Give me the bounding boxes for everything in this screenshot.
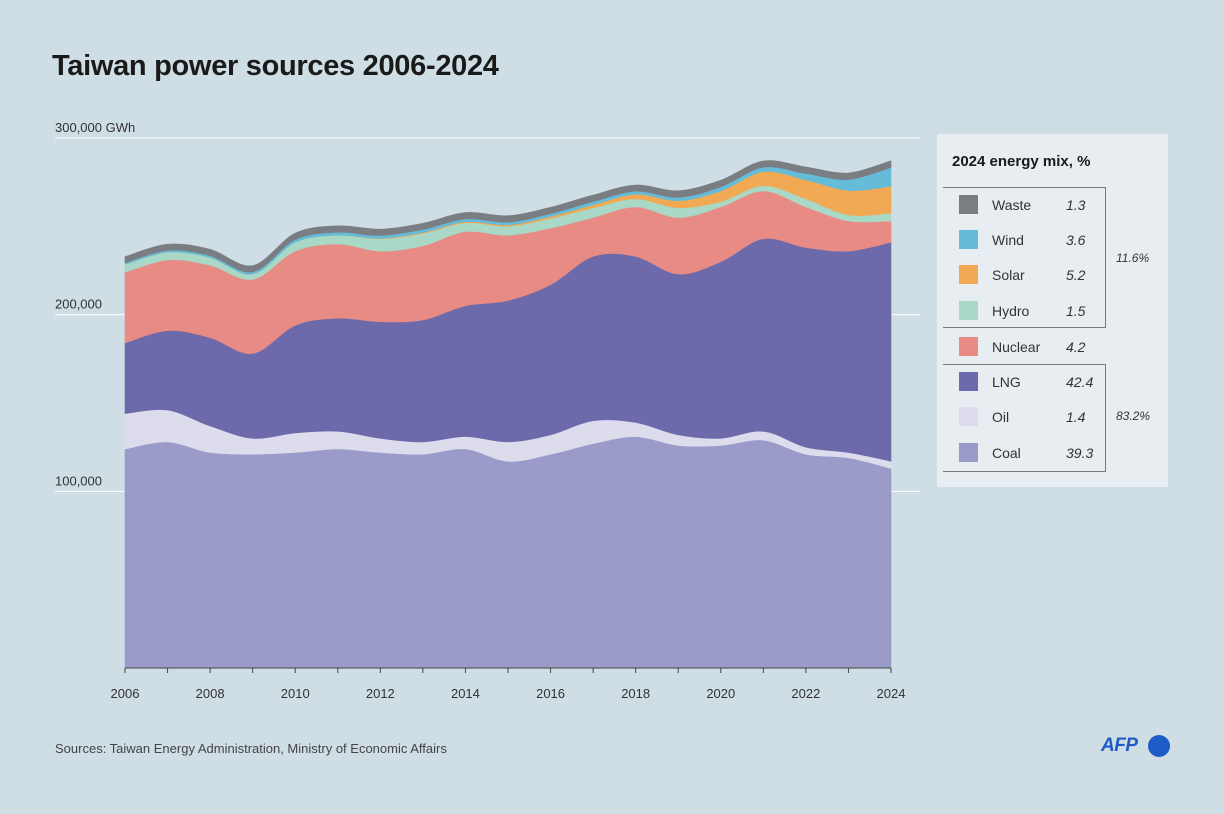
legend-swatch-oil: [959, 407, 978, 426]
legend-name-wind: Wind: [992, 232, 1024, 248]
legend-swatch-wind: [959, 230, 978, 249]
legend-name-nuclear: Nuclear: [992, 339, 1041, 355]
y-tick-label: 200,000: [55, 297, 102, 312]
legend-swatch-nuclear: [959, 337, 978, 356]
legend-name-lng: LNG: [992, 374, 1021, 390]
area-waste: [124, 160, 892, 273]
series-areas: [124, 160, 892, 669]
x-tick-label: 2016: [536, 686, 565, 701]
legend-value-lng: 42.4: [1066, 374, 1094, 390]
legend-swatch-coal: [959, 443, 978, 462]
legend-swatch-hydro: [959, 301, 978, 320]
legend-value-solar: 5.2: [1066, 267, 1086, 283]
x-tick-label: 2008: [196, 686, 225, 701]
legend-name-hydro: Hydro: [992, 303, 1030, 319]
x-tick-label: 2024: [877, 686, 906, 701]
legend-value-waste: 1.3: [1066, 197, 1086, 213]
y-tick-labels: 100,000 200,000 300,000 GWh: [55, 120, 135, 488]
legend-name-solar: Solar: [992, 267, 1025, 283]
legend-swatch-lng: [959, 372, 978, 391]
legend-value-hydro: 1.5: [1066, 303, 1086, 319]
legend-value-oil: 1.4: [1066, 409, 1086, 425]
fossil-bracket: [943, 364, 1106, 472]
fossil-percent: 83.2%: [1116, 409, 1151, 423]
x-tick-label: 2010: [281, 686, 310, 701]
x-tick-label: 2020: [706, 686, 735, 701]
x-tick-label: 2014: [451, 686, 480, 701]
x-tick-label: 2018: [621, 686, 650, 701]
legend-value-coal: 39.3: [1066, 445, 1094, 461]
y-tick-label: 100,000: [55, 473, 102, 488]
legend-value-wind: 3.6: [1066, 232, 1086, 248]
chart-title: Taiwan power sources 2006-2024: [52, 50, 499, 82]
logo-text: AFP: [1101, 735, 1138, 756]
renewables-percent: 11.6%: [1116, 251, 1150, 265]
y-tick-label: 300,000 GWh: [55, 120, 135, 135]
source-note: Sources: Taiwan Energy Administration, M…: [55, 741, 447, 756]
legend-value-nuclear: 4.2: [1066, 339, 1086, 355]
area-coal: [124, 436, 892, 669]
x-tick-label: 2012: [366, 686, 395, 701]
x-tick-label: 2006: [111, 686, 140, 701]
legend-name-oil: Oil: [992, 409, 1010, 425]
x-tick-label: 2022: [791, 686, 820, 701]
legend-name-coal: Coal: [992, 445, 1021, 461]
legend-swatch-waste: [959, 195, 978, 214]
legend-title: 2024 energy mix, %: [952, 153, 1091, 170]
x-axis: 2006 2008 2010 2012 2014 2016 2018 2020 2022 2024: [111, 667, 906, 701]
legend-name-waste: Waste: [992, 197, 1032, 213]
renewables-bracket: [943, 187, 1106, 328]
logo-dot-icon: [1148, 735, 1170, 757]
legend-box: 2024 energy mix, % Waste 1.3 Wind 3.6 So…: [937, 134, 1168, 487]
legend-swatch-solar: [959, 265, 978, 284]
